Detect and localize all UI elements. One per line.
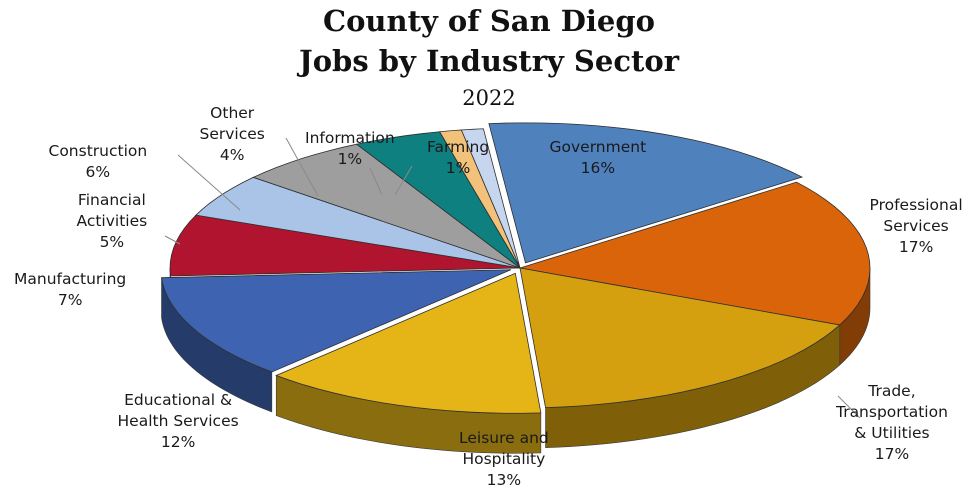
pie-slice-manufacturing xyxy=(169,214,521,277)
slice-label-line: 16% xyxy=(580,159,616,177)
slice-label-line: 4% xyxy=(219,146,245,164)
slice-label-financial-activities: Financial Activities 5% xyxy=(77,190,148,253)
slice-label-line: Activities xyxy=(76,212,148,230)
slice-label-construction: Construction 6% xyxy=(49,141,148,183)
slice-label-line: Transportation xyxy=(836,403,948,421)
pie-slice-educational-health-services xyxy=(161,269,512,373)
slice-label-line: Other xyxy=(210,104,255,122)
slice-label-line: Services xyxy=(883,217,949,235)
slice-label-line: Trade, xyxy=(868,382,916,400)
slice-label-trade-transportation-utilities: Trade, Transportation & Utilities 17% xyxy=(836,381,948,465)
slice-label-line: 5% xyxy=(99,233,125,251)
pie-slice-leisure-and-hospitality xyxy=(275,272,542,414)
slice-label-line: Hospitality xyxy=(462,450,546,468)
pie-slice-government xyxy=(488,122,804,264)
slice-label-line: 13% xyxy=(486,471,522,489)
pie-slice-trade-transportation-utilities xyxy=(519,267,841,409)
slice-label-government: Government 16% xyxy=(550,137,647,179)
leader-line xyxy=(369,167,383,196)
pie-slice-professional-services xyxy=(519,181,871,326)
pie-slice-other-services xyxy=(355,131,521,269)
slice-label-professional-services: Professional Services 17% xyxy=(870,195,963,258)
slice-label-line: 6% xyxy=(85,163,111,181)
slice-label-line: Health Services xyxy=(117,412,239,430)
slice-label-line: 12% xyxy=(160,433,196,451)
slice-label-line: Services xyxy=(199,125,265,143)
slice-label-line: Manufacturing xyxy=(14,270,127,288)
leader-line xyxy=(394,165,413,196)
slice-label-other-services: Other Services 4% xyxy=(200,103,265,166)
slice-label-educational-health-services: Educational & Health Services 12% xyxy=(118,390,239,453)
pie-slice-financial-activities xyxy=(195,176,521,269)
leader-line xyxy=(837,395,861,419)
leader-line xyxy=(164,235,181,245)
chart-subtitle: Jobs by Industry Sector xyxy=(298,44,680,78)
pie-slice-farming xyxy=(460,128,521,269)
slice-label-line: Professional xyxy=(869,196,963,214)
slice-label-information: Information 1% xyxy=(305,128,395,170)
slice-label-line: 1% xyxy=(337,150,363,168)
leader-line xyxy=(177,154,241,211)
slice-label-line: 7% xyxy=(57,291,83,309)
chart-title: County of San Diego xyxy=(323,4,655,38)
slice-label-line: Information xyxy=(305,129,395,147)
slice-label-manufacturing: Manufacturing 7% xyxy=(14,269,126,311)
slice-label-farming: Farming 1% xyxy=(427,137,489,179)
slice-label-line: Farming xyxy=(427,138,490,156)
slice-label-leisure-and-hospitality: Leisure and Hospitality 13% xyxy=(459,428,549,491)
leader-line xyxy=(285,137,319,197)
slice-label-line: 17% xyxy=(898,238,934,256)
chart-year: 2022 xyxy=(462,86,516,110)
pie-slice-construction xyxy=(252,143,521,269)
slice-label-line: Educational & xyxy=(124,391,233,409)
slice-label-line: & Utilities xyxy=(854,424,930,442)
slice-label-line: Financial xyxy=(77,191,146,209)
slice-label-line: Leisure and xyxy=(459,429,549,447)
slice-label-line: 17% xyxy=(874,445,910,463)
slice-label-line: Government xyxy=(549,138,647,156)
slice-label-line: 1% xyxy=(445,159,471,177)
slice-label-line: Construction xyxy=(48,142,148,160)
